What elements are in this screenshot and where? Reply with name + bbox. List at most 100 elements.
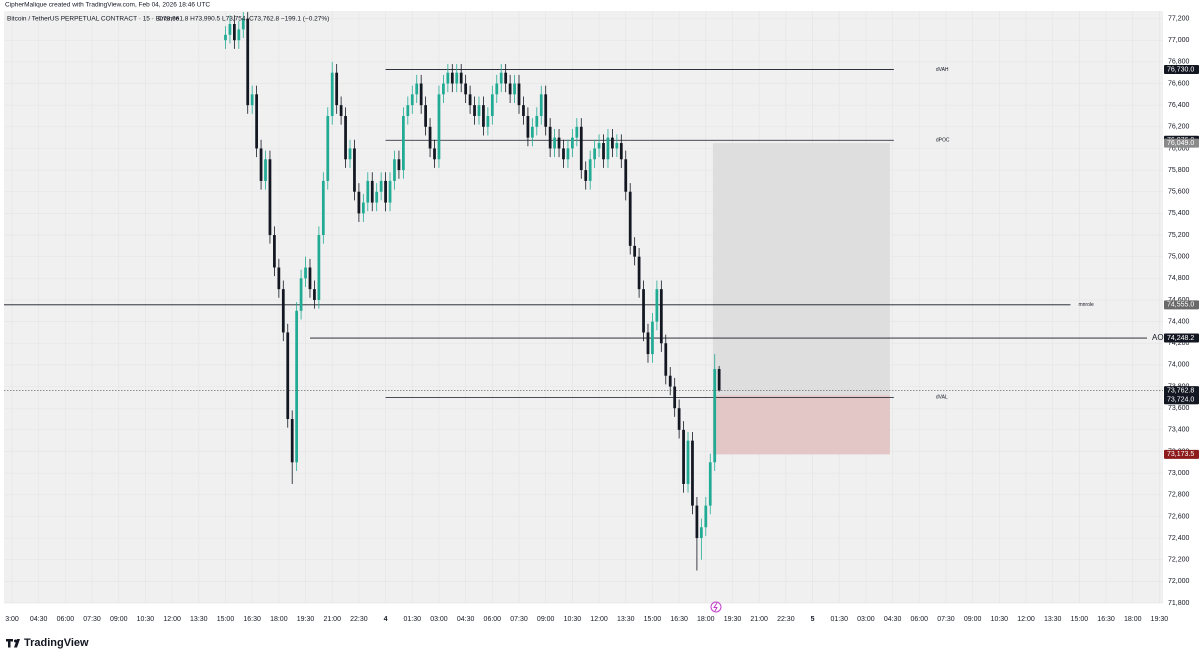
candle-body (455, 72, 459, 84)
candle-body (433, 148, 436, 160)
candle-body (228, 23, 232, 35)
candle-body (704, 505, 708, 528)
x-tick-label: 12:00 (1017, 616, 1035, 623)
x-tick-label: 15:00 (1071, 616, 1089, 623)
candle-body (539, 94, 543, 116)
candle-body (544, 94, 548, 127)
level-label: AOI (1152, 333, 1166, 342)
candle-body (677, 408, 681, 430)
y-tick-label: 77,000 (1168, 37, 1190, 44)
candle-body (695, 505, 699, 539)
y-tick-label: 75,000 (1168, 254, 1190, 261)
x-tick-label: 19:30 (1151, 616, 1169, 623)
price-tag (1164, 300, 1199, 310)
price-tag-label: 76,049.0 (1167, 140, 1194, 147)
x-tick-label: 04:30 (884, 616, 902, 623)
candle-body (659, 289, 663, 344)
candle-body (651, 321, 654, 355)
x-tick-label: 21:00 (323, 616, 341, 623)
x-tick-label: 12:00 (163, 616, 181, 623)
candle-body (473, 105, 476, 116)
candle-body (321, 180, 325, 236)
candle-body (668, 375, 672, 387)
candle-body (437, 94, 441, 160)
level-label: dVAL (936, 395, 948, 401)
x-tick-label: 10:30 (137, 616, 155, 623)
candle-body (691, 440, 694, 506)
candle-body (286, 332, 290, 420)
candle-body (611, 137, 614, 149)
candle-body (708, 462, 712, 506)
candle-body (535, 115, 539, 127)
x-tick-label: 01:30 (830, 616, 848, 623)
x-tick-label: 13:30 (190, 616, 208, 623)
x-tick-label: 16:30 (1097, 616, 1115, 623)
candle-body (384, 180, 387, 203)
candle-body (633, 245, 637, 257)
candle-body (579, 126, 583, 171)
candle-body (366, 180, 370, 203)
y-tick-label: 74,600 (1168, 297, 1190, 304)
y-tick-label: 74,000 (1168, 362, 1190, 369)
candle-body (562, 148, 565, 160)
x-tick-label: 21:00 (750, 616, 768, 623)
candle-body (593, 148, 596, 160)
candle-body (424, 105, 427, 127)
candle-body (526, 115, 530, 138)
price-tag (1164, 449, 1199, 459)
candle-body (410, 94, 414, 106)
candle-body (379, 180, 383, 192)
x-tick-label: 13:30 (617, 616, 635, 623)
y-tick-label: 72,200 (1168, 557, 1190, 564)
candle-body (402, 115, 405, 171)
x-tick-label: 19:30 (724, 616, 742, 623)
x-tick-label: 03:00 (430, 616, 448, 623)
y-tick-label: 75,600 (1168, 189, 1190, 196)
lightning-icon (710, 601, 722, 613)
x-tick-label: 06:00 (911, 616, 929, 623)
candle-body (357, 191, 361, 214)
x-tick-label: 22:30 (777, 616, 795, 623)
candle-body (326, 115, 330, 181)
x-tick-label: 5 (811, 616, 815, 623)
price-tag (1164, 64, 1199, 74)
candle-body (477, 105, 481, 116)
y-tick-label: 75,200 (1168, 232, 1190, 239)
plot-background (4, 11, 1163, 603)
candle-body (224, 34, 227, 41)
candle-body (237, 29, 241, 41)
candle-body (344, 115, 347, 160)
price-tag-label: 73,724.0 (1167, 397, 1194, 404)
price-tag-label: 76,730.0 (1167, 66, 1194, 73)
candle-body (246, 18, 250, 106)
x-tick-label: 22:30 (350, 616, 368, 623)
candle-body (339, 105, 343, 116)
candle-body (486, 115, 490, 127)
candle-body (566, 148, 570, 160)
candle-body (624, 159, 628, 192)
y-tick-label: 72,600 (1168, 513, 1190, 520)
candle-body (375, 191, 379, 203)
candle-body (290, 419, 294, 463)
x-tick-label: 07:30 (83, 616, 101, 623)
candle-body (606, 137, 610, 160)
candle-body (602, 143, 605, 160)
candle-body (490, 94, 494, 116)
level-label: dPOC (936, 138, 950, 144)
candle-body (597, 143, 601, 149)
candle-body (446, 72, 450, 84)
candle-body (499, 72, 503, 84)
candle-body (686, 440, 690, 484)
candle-body (313, 289, 316, 300)
candle-body (655, 289, 659, 322)
candle-body (304, 267, 307, 279)
candle-body (642, 289, 645, 333)
y-tick-label: 72,400 (1168, 535, 1190, 542)
y-tick-label: 76,200 (1168, 124, 1190, 131)
candle-body (259, 148, 263, 181)
price-tag (1164, 395, 1199, 405)
y-tick-label: 74,400 (1168, 318, 1190, 325)
y-tick-label: 75,800 (1168, 167, 1190, 174)
candle-body (406, 105, 410, 116)
x-tick-label: 4 (384, 616, 388, 623)
